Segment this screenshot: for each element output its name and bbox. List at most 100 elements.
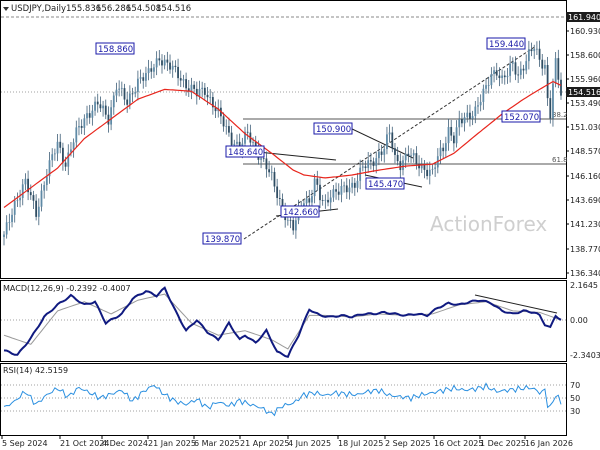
candle-body: [16, 200, 19, 202]
candle-body: [292, 220, 295, 231]
candle-body: [324, 199, 327, 201]
candle-body: [201, 87, 204, 89]
candle-body: [126, 99, 129, 105]
y-tick-label: 153.490: [570, 99, 600, 108]
candle-body: [115, 89, 118, 96]
candle-body: [142, 77, 145, 81]
candle-body: [353, 182, 356, 188]
candle-body: [527, 49, 530, 62]
candle-body: [214, 107, 217, 112]
rsi-panel: [0, 363, 567, 436]
ohlc-low: 154.508: [126, 4, 161, 14]
candle-body: [187, 88, 190, 92]
x-tick-label: 21 Jan 2025: [148, 439, 196, 448]
low-label-145470: 145.470: [368, 180, 403, 190]
candle-body: [391, 132, 394, 149]
candle-body: [155, 58, 158, 68]
y-tick: 155.960: [566, 75, 600, 84]
x-tick: 16 Oct 2025: [433, 436, 483, 448]
candle-body: [43, 185, 46, 191]
candle-body: [169, 62, 171, 70]
x-tick: 21 Apr 2025: [239, 436, 289, 448]
candle-body: [461, 119, 463, 124]
x-tick-label: 18 Jul 2025: [338, 439, 383, 448]
y-tick-label: 148.570: [570, 147, 600, 156]
candle-body: [244, 131, 246, 144]
watermark: ActionForex: [430, 212, 547, 236]
candle-body: [286, 219, 289, 221]
candle-body: [517, 74, 520, 76]
x-tick: 21 Oct 2024: [59, 436, 109, 448]
candle-body: [495, 70, 498, 76]
candle-body: [118, 88, 121, 90]
candle-body: [64, 162, 67, 167]
high-label-148640: 148.640: [228, 148, 263, 158]
candle-body: [110, 107, 113, 125]
candle-body: [501, 75, 503, 79]
price-panel: [0, 0, 567, 279]
candle-body: [402, 160, 404, 171]
candle-body: [123, 88, 126, 100]
candle-body: [136, 78, 139, 93]
candle-body: [11, 214, 13, 223]
candle-body: [158, 58, 161, 61]
price-axis: 160.930 158.600 155.960 153.490 151.030 …: [566, 12, 600, 278]
candle-body: [62, 147, 64, 163]
candle-body: [59, 141, 62, 148]
candle-body: [519, 68, 522, 75]
x-tick: 5 Sep 2024: [1, 436, 48, 448]
candle-body: [83, 118, 86, 128]
x-tick-label: 16 Jan 2026: [525, 439, 573, 448]
candle-body: [107, 114, 110, 125]
candle-body: [418, 163, 420, 169]
candle-body: [386, 134, 388, 149]
candle-body: [104, 105, 107, 115]
candle-body: [233, 143, 236, 146]
candle-body: [375, 158, 378, 167]
candle-body: [86, 113, 88, 119]
candle-body: [195, 88, 198, 97]
candle-body: [533, 48, 536, 52]
collapse-triangle-icon: [3, 7, 9, 11]
candle-body: [91, 110, 94, 118]
candle-body: [471, 116, 474, 119]
y-tick: 146.160: [566, 172, 600, 181]
candle-body: [316, 178, 319, 185]
candle-body: [482, 88, 485, 102]
x-tick: 1 Dec 2025: [479, 436, 526, 448]
candle-body: [19, 197, 21, 201]
candle-body: [442, 147, 445, 152]
candle-body: [51, 154, 54, 161]
candle-body: [94, 101, 96, 111]
x-tick-label: 1 Dec 2025: [480, 439, 526, 448]
candle-body: [260, 158, 262, 160]
candle-body: [343, 185, 345, 187]
candle-body: [45, 176, 48, 186]
candle-body: [522, 68, 525, 71]
candle-body: [29, 192, 32, 196]
candle-body: [557, 58, 560, 80]
candle-body: [514, 62, 517, 75]
candle-body: [319, 184, 321, 201]
candle-body: [254, 141, 257, 149]
x-tick: 2 Sep 2025: [384, 436, 431, 448]
candle-body: [40, 190, 43, 207]
candle-body: [458, 119, 461, 128]
candle-body: [161, 60, 163, 66]
candle-body: [139, 77, 142, 79]
candle-body: [549, 98, 552, 119]
candle-body: [367, 160, 370, 169]
candle-body: [120, 88, 123, 89]
y-tick: 151.030: [566, 123, 600, 132]
candle-body: [32, 195, 35, 201]
candle-body: [78, 126, 80, 128]
ohlc-high: 156.286: [96, 4, 131, 14]
candle-body: [72, 142, 75, 150]
candle-body: [538, 48, 541, 60]
candle-body: [268, 169, 271, 173]
candle-body: [198, 88, 201, 97]
candle-body: [150, 68, 153, 72]
candle-body: [415, 153, 418, 164]
rsi-tick-label: 50: [570, 394, 580, 403]
candle-body: [485, 85, 487, 89]
